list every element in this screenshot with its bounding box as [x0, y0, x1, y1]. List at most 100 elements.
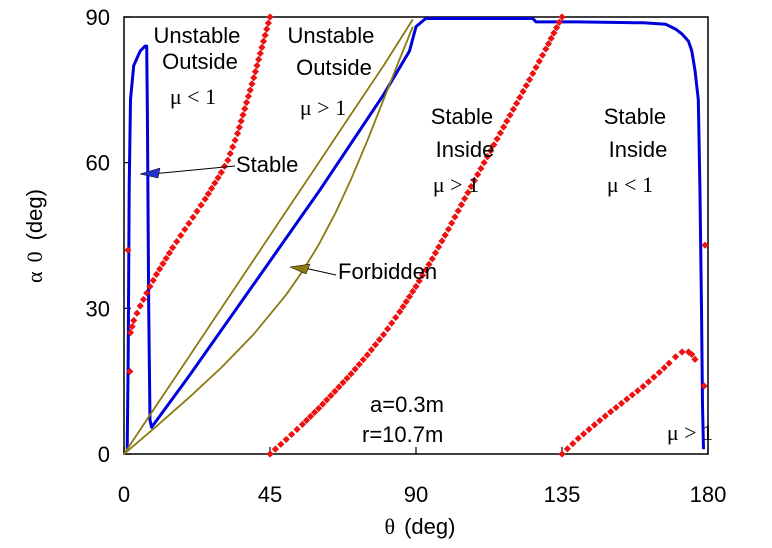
data-point [455, 207, 462, 214]
data-point [503, 118, 510, 125]
annotation-line: Unstable [288, 23, 375, 48]
data-point [288, 431, 295, 438]
data-point [177, 232, 184, 239]
data-point [506, 112, 513, 119]
data-point [241, 105, 248, 112]
data-point [376, 336, 383, 343]
data-point [392, 314, 399, 321]
data-point [197, 202, 204, 209]
x-axis-symbol: θ [385, 514, 396, 539]
data-point [612, 404, 619, 411]
data-point [252, 68, 259, 75]
annotation-stable-inside-2: Stable Inside [604, 104, 673, 162]
data-point [451, 213, 458, 220]
y-tick-label: 60 [86, 151, 110, 176]
plot-frame [124, 17, 708, 454]
axis-ticks [124, 17, 708, 454]
data-point [364, 351, 371, 358]
data-point [607, 408, 614, 415]
data-point [229, 143, 236, 150]
data-point [596, 417, 603, 424]
annotation-forbidden: Forbidden [338, 259, 437, 284]
data-point [150, 277, 157, 284]
data-point [526, 76, 533, 83]
data-point [569, 440, 576, 447]
data-point [529, 70, 536, 77]
annotation-mu-lt-1-a: μ < 1 [170, 84, 216, 109]
series-layer [124, 13, 709, 457]
data-point [124, 246, 131, 253]
data-point [672, 353, 679, 360]
data-point [360, 356, 367, 363]
data-point [372, 341, 379, 348]
annotation-line: Outside [162, 49, 238, 74]
data-point [238, 118, 245, 125]
data-point [247, 87, 254, 94]
data-point [234, 130, 241, 137]
data-point [243, 99, 250, 106]
x-tick-label: 90 [404, 482, 428, 507]
data-point [442, 232, 449, 239]
annotation-line: Stable [604, 104, 666, 129]
x-tick-label: 180 [690, 482, 727, 507]
data-point [536, 58, 543, 65]
data-point [140, 296, 147, 303]
data-point [448, 219, 455, 226]
data-point [523, 82, 530, 89]
data-point [239, 111, 246, 118]
annotation-stable-inside-1: Stable Inside [431, 104, 500, 162]
data-point [539, 52, 546, 59]
annotation-mu-lt-1-b: μ < 1 [607, 172, 653, 197]
data-point [497, 129, 504, 136]
x-tick-label: 135 [544, 482, 581, 507]
data-point [248, 80, 255, 87]
data-point [356, 361, 363, 368]
data-point [384, 325, 391, 332]
data-point [591, 421, 598, 428]
data-point [283, 436, 290, 443]
annotation-mu-gt-1-b: μ > 1 [433, 172, 479, 197]
data-point [272, 446, 279, 453]
data-point [575, 435, 582, 442]
data-point [656, 369, 663, 376]
data-point [265, 19, 272, 26]
series-line-olive [124, 19, 413, 454]
data-point [193, 208, 200, 215]
data-point [661, 364, 668, 371]
annotation-stable: Stable [236, 152, 298, 177]
data-point [388, 320, 395, 327]
data-point [245, 93, 252, 100]
y-tick-label: 30 [86, 296, 110, 321]
data-point [432, 249, 439, 256]
data-point [227, 150, 234, 157]
data-point [438, 237, 445, 244]
data-point [232, 137, 239, 144]
y-tick-label: 0 [98, 442, 110, 467]
data-point [435, 243, 442, 250]
data-point [602, 413, 609, 420]
annotation-line: Inside [436, 137, 495, 162]
data-point [510, 106, 517, 113]
annotation-line: Unstable [154, 23, 241, 48]
annotation-line: Stable [431, 104, 493, 129]
data-point [618, 400, 625, 407]
data-point [532, 64, 539, 71]
data-point [258, 44, 265, 51]
data-point [494, 135, 501, 142]
x-axis-label: θ (deg) [385, 514, 456, 539]
data-point [277, 441, 284, 448]
y-axis-label: α 0 (deg) [22, 189, 47, 283]
x-tick-label: 45 [258, 482, 282, 507]
annotation-mu-gt-1-c: μ > 1 [667, 420, 713, 445]
data-point [645, 378, 652, 385]
data-point [130, 317, 137, 324]
x-axis-unit: (deg) [404, 514, 455, 539]
data-point [519, 88, 526, 95]
data-point [623, 396, 630, 403]
data-point [580, 430, 587, 437]
data-point [650, 374, 657, 381]
data-point [181, 226, 188, 233]
data-point [634, 387, 641, 394]
data-point [368, 346, 375, 353]
